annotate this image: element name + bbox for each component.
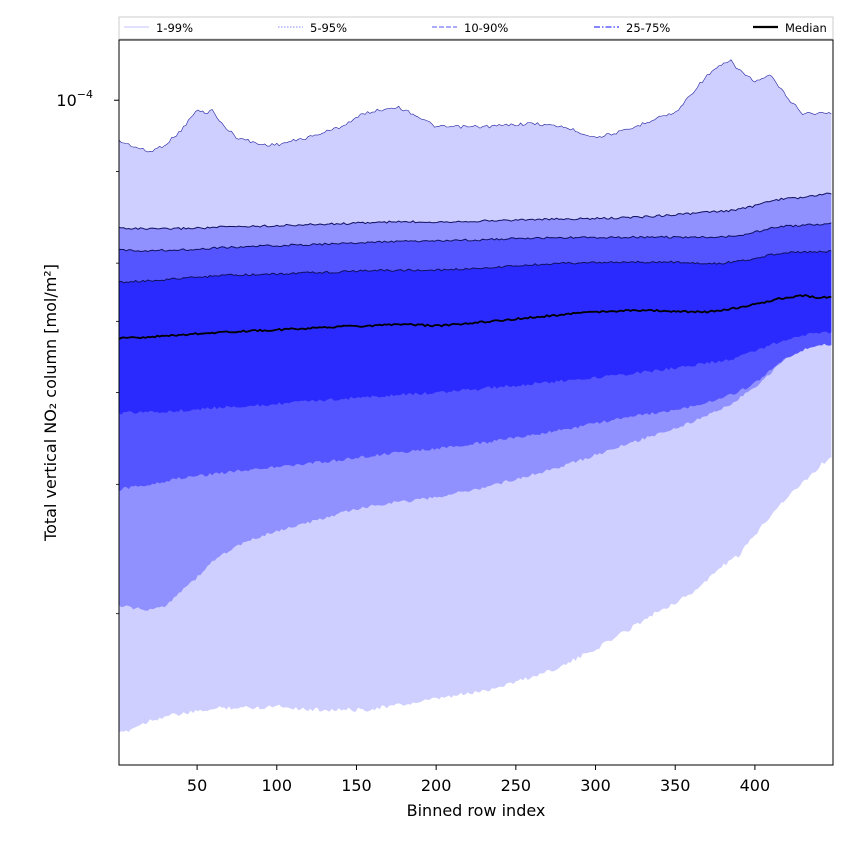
legend-label: 25-75%	[626, 21, 670, 35]
x-axis-ticks: 50 100 150 200 250 300 350 400	[187, 765, 770, 795]
y-tick-exponent: −4	[77, 88, 93, 101]
legend-label: 1-99%	[156, 21, 193, 35]
band-edge-25-75%	[119, 250, 832, 284]
x-tick-label: 300	[580, 776, 611, 795]
band-edge-10-90%	[119, 222, 832, 253]
legend: 1-99% 5-95% 10-90% 25-75% Median	[118, 16, 834, 40]
axes-frame	[118, 39, 834, 766]
x-axis-label: Binned row index	[407, 801, 546, 820]
x-tick-label: 150	[341, 776, 372, 795]
legend-box	[118, 16, 834, 40]
x-tick-label: 250	[501, 776, 532, 795]
band-edge-5-95%	[119, 192, 832, 231]
legend-label: Median	[785, 21, 827, 35]
legend-label: 5-95%	[310, 21, 347, 35]
band-edge-1-99%	[119, 59, 832, 153]
median-line	[119, 294, 832, 340]
band-25-75%	[119, 250, 832, 415]
x-tick-label: 350	[660, 776, 691, 795]
x-tick-label: 200	[421, 776, 452, 795]
plot-area	[119, 59, 832, 733]
x-tick-label: 100	[262, 776, 293, 795]
x-tick-label: 400	[740, 776, 771, 795]
y-axis-label: Total vertical NO₂ column [mol/m²]	[41, 264, 60, 542]
x-tick-label: 50	[187, 776, 207, 795]
legend-label: 10-90%	[464, 21, 508, 35]
